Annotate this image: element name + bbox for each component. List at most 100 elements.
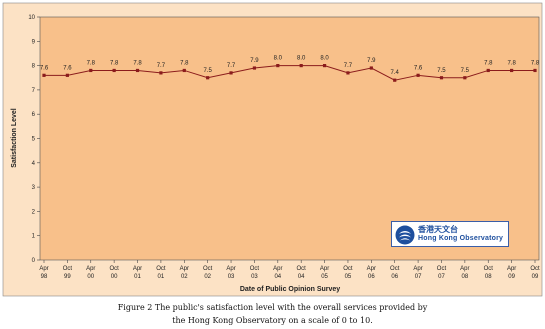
y-tick-label: 10 — [28, 15, 35, 21]
data-point — [369, 66, 373, 70]
x-tick-label-year: 09 — [532, 274, 539, 280]
x-axis-title: Date of Public Opinion Survey — [240, 286, 340, 293]
x-tick-label-month: Apr — [180, 266, 189, 272]
data-label: 7.9 — [250, 58, 259, 64]
figure-caption-line-2: the Hong Kong Observatory on a scale of … — [172, 316, 373, 325]
logo-english-text: Hong Kong Observatory — [418, 235, 504, 242]
x-tick-label-month: Apr — [133, 266, 142, 272]
data-point — [206, 76, 210, 80]
figure-caption-line-1: Figure 2 The public's satisfaction level… — [117, 303, 428, 312]
y-axis-title: Satisfaction Level — [11, 108, 18, 168]
data-point — [159, 71, 163, 75]
data-point — [463, 76, 467, 80]
x-tick-label-year: 01 — [158, 274, 165, 280]
x-tick-label-year: 02 — [181, 274, 188, 280]
data-label: 7.5 — [203, 68, 212, 74]
data-label: 7.4 — [391, 70, 400, 76]
data-label: 7.8 — [531, 60, 540, 66]
logo-chinese-text: 香港天文台 — [418, 225, 458, 234]
x-tick-label-year: 08 — [462, 274, 469, 280]
x-tick-label-month: Oct — [530, 266, 540, 272]
x-tick-label-year: 06 — [368, 274, 375, 280]
x-tick-label-month: Oct — [343, 266, 353, 272]
hko-logo: 香港天文台 Hong Kong Observatory — [391, 221, 509, 247]
data-point — [276, 64, 280, 68]
x-tick-label-year: 04 — [298, 274, 305, 280]
x-tick-label-month: Oct — [63, 266, 73, 272]
data-point — [112, 68, 116, 73]
data-label: 7.6 — [63, 65, 72, 71]
x-tick-label-year: 07 — [415, 274, 422, 280]
data-label: 7.5 — [437, 68, 446, 74]
x-tick-label-month: Apr — [226, 266, 235, 272]
x-tick-label-year: 03 — [251, 274, 258, 280]
y-tick-label: 1 — [32, 234, 36, 240]
hko-emblem-icon — [395, 225, 415, 245]
y-tick-label: 2 — [32, 209, 36, 215]
x-tick-label-year: 02 — [204, 274, 211, 280]
x-tick-label-month: Apr — [273, 266, 282, 272]
data-label: 8.0 — [320, 56, 329, 62]
x-tick-label-month: Apr — [367, 266, 376, 272]
data-point — [182, 68, 186, 73]
x-tick-label-month: Oct — [484, 266, 494, 272]
data-label: 7.9 — [367, 58, 376, 64]
y-tick-label: 7 — [32, 88, 36, 94]
x-tick-label-month: Oct — [109, 266, 119, 272]
x-tick-label-month: Oct — [437, 266, 447, 272]
x-tick-label-month: Oct — [250, 266, 260, 272]
data-point — [135, 68, 140, 73]
y-tick-label: 6 — [32, 112, 36, 118]
data-label: 7.8 — [180, 60, 189, 66]
x-tick-label-month: Apr — [320, 266, 329, 272]
data-label: 7.7 — [227, 63, 236, 69]
y-tick-label: 5 — [32, 137, 36, 143]
data-point — [393, 78, 397, 82]
data-label: 7.6 — [40, 65, 49, 71]
plot-area — [39, 16, 540, 261]
x-tick-label-month: Apr — [413, 266, 422, 272]
x-tick-label-year: 09 — [508, 274, 515, 280]
y-tick-label: 3 — [32, 185, 36, 191]
x-tick-label-month: Oct — [297, 266, 307, 272]
data-point — [89, 68, 93, 73]
x-tick-label-year: 01 — [134, 274, 141, 280]
x-tick-label-year: 05 — [345, 274, 352, 280]
y-tick-label: 0 — [32, 258, 36, 264]
data-label: 7.8 — [484, 60, 493, 66]
data-point — [65, 73, 69, 77]
x-tick-label-year: 03 — [228, 274, 235, 280]
data-label: 8.0 — [297, 56, 306, 62]
data-label: 7.5 — [461, 68, 470, 74]
data-label: 7.8 — [133, 60, 142, 66]
data-point — [346, 71, 350, 75]
data-point — [416, 73, 420, 77]
data-point — [486, 68, 490, 73]
x-tick-label-month: Apr — [507, 266, 516, 272]
x-tick-label-year: 98 — [41, 274, 48, 280]
data-label: 8.0 — [274, 56, 283, 62]
data-label: 7.8 — [110, 60, 119, 66]
data-point — [510, 68, 514, 73]
data-label: 7.6 — [414, 65, 423, 71]
x-tick-label-year: 06 — [391, 274, 398, 280]
y-tick-label: 9 — [32, 39, 36, 45]
data-point — [439, 76, 444, 80]
x-tick-label-month: Oct — [390, 266, 400, 272]
data-point — [322, 64, 327, 68]
data-label: 7.7 — [157, 63, 166, 69]
satisfaction-series: 7.6 7.6 7.8 7.8 7.8 7.7 7.8 7.5 7.7 7.9 8.0 8.0 8.0 7… — [40, 56, 540, 82]
data-point — [252, 66, 257, 70]
data-point — [42, 73, 46, 77]
x-tick-label-year: 00 — [111, 274, 118, 280]
data-point — [229, 71, 233, 75]
x-tick-label-year: 08 — [485, 274, 492, 280]
x-axis: Apr 98 Oct 99 Apr 00 Oct 00 Apr 01 Oct 01 Apr 02 Oct 02… — [39, 260, 540, 280]
data-label: 7.7 — [344, 63, 353, 69]
x-tick-label-month: Apr — [39, 266, 48, 272]
series-line — [44, 65, 535, 81]
x-tick-label-year: 05 — [321, 274, 328, 280]
x-tick-label-year: 00 — [87, 274, 94, 280]
x-tick-label-month: Apr — [460, 266, 469, 272]
